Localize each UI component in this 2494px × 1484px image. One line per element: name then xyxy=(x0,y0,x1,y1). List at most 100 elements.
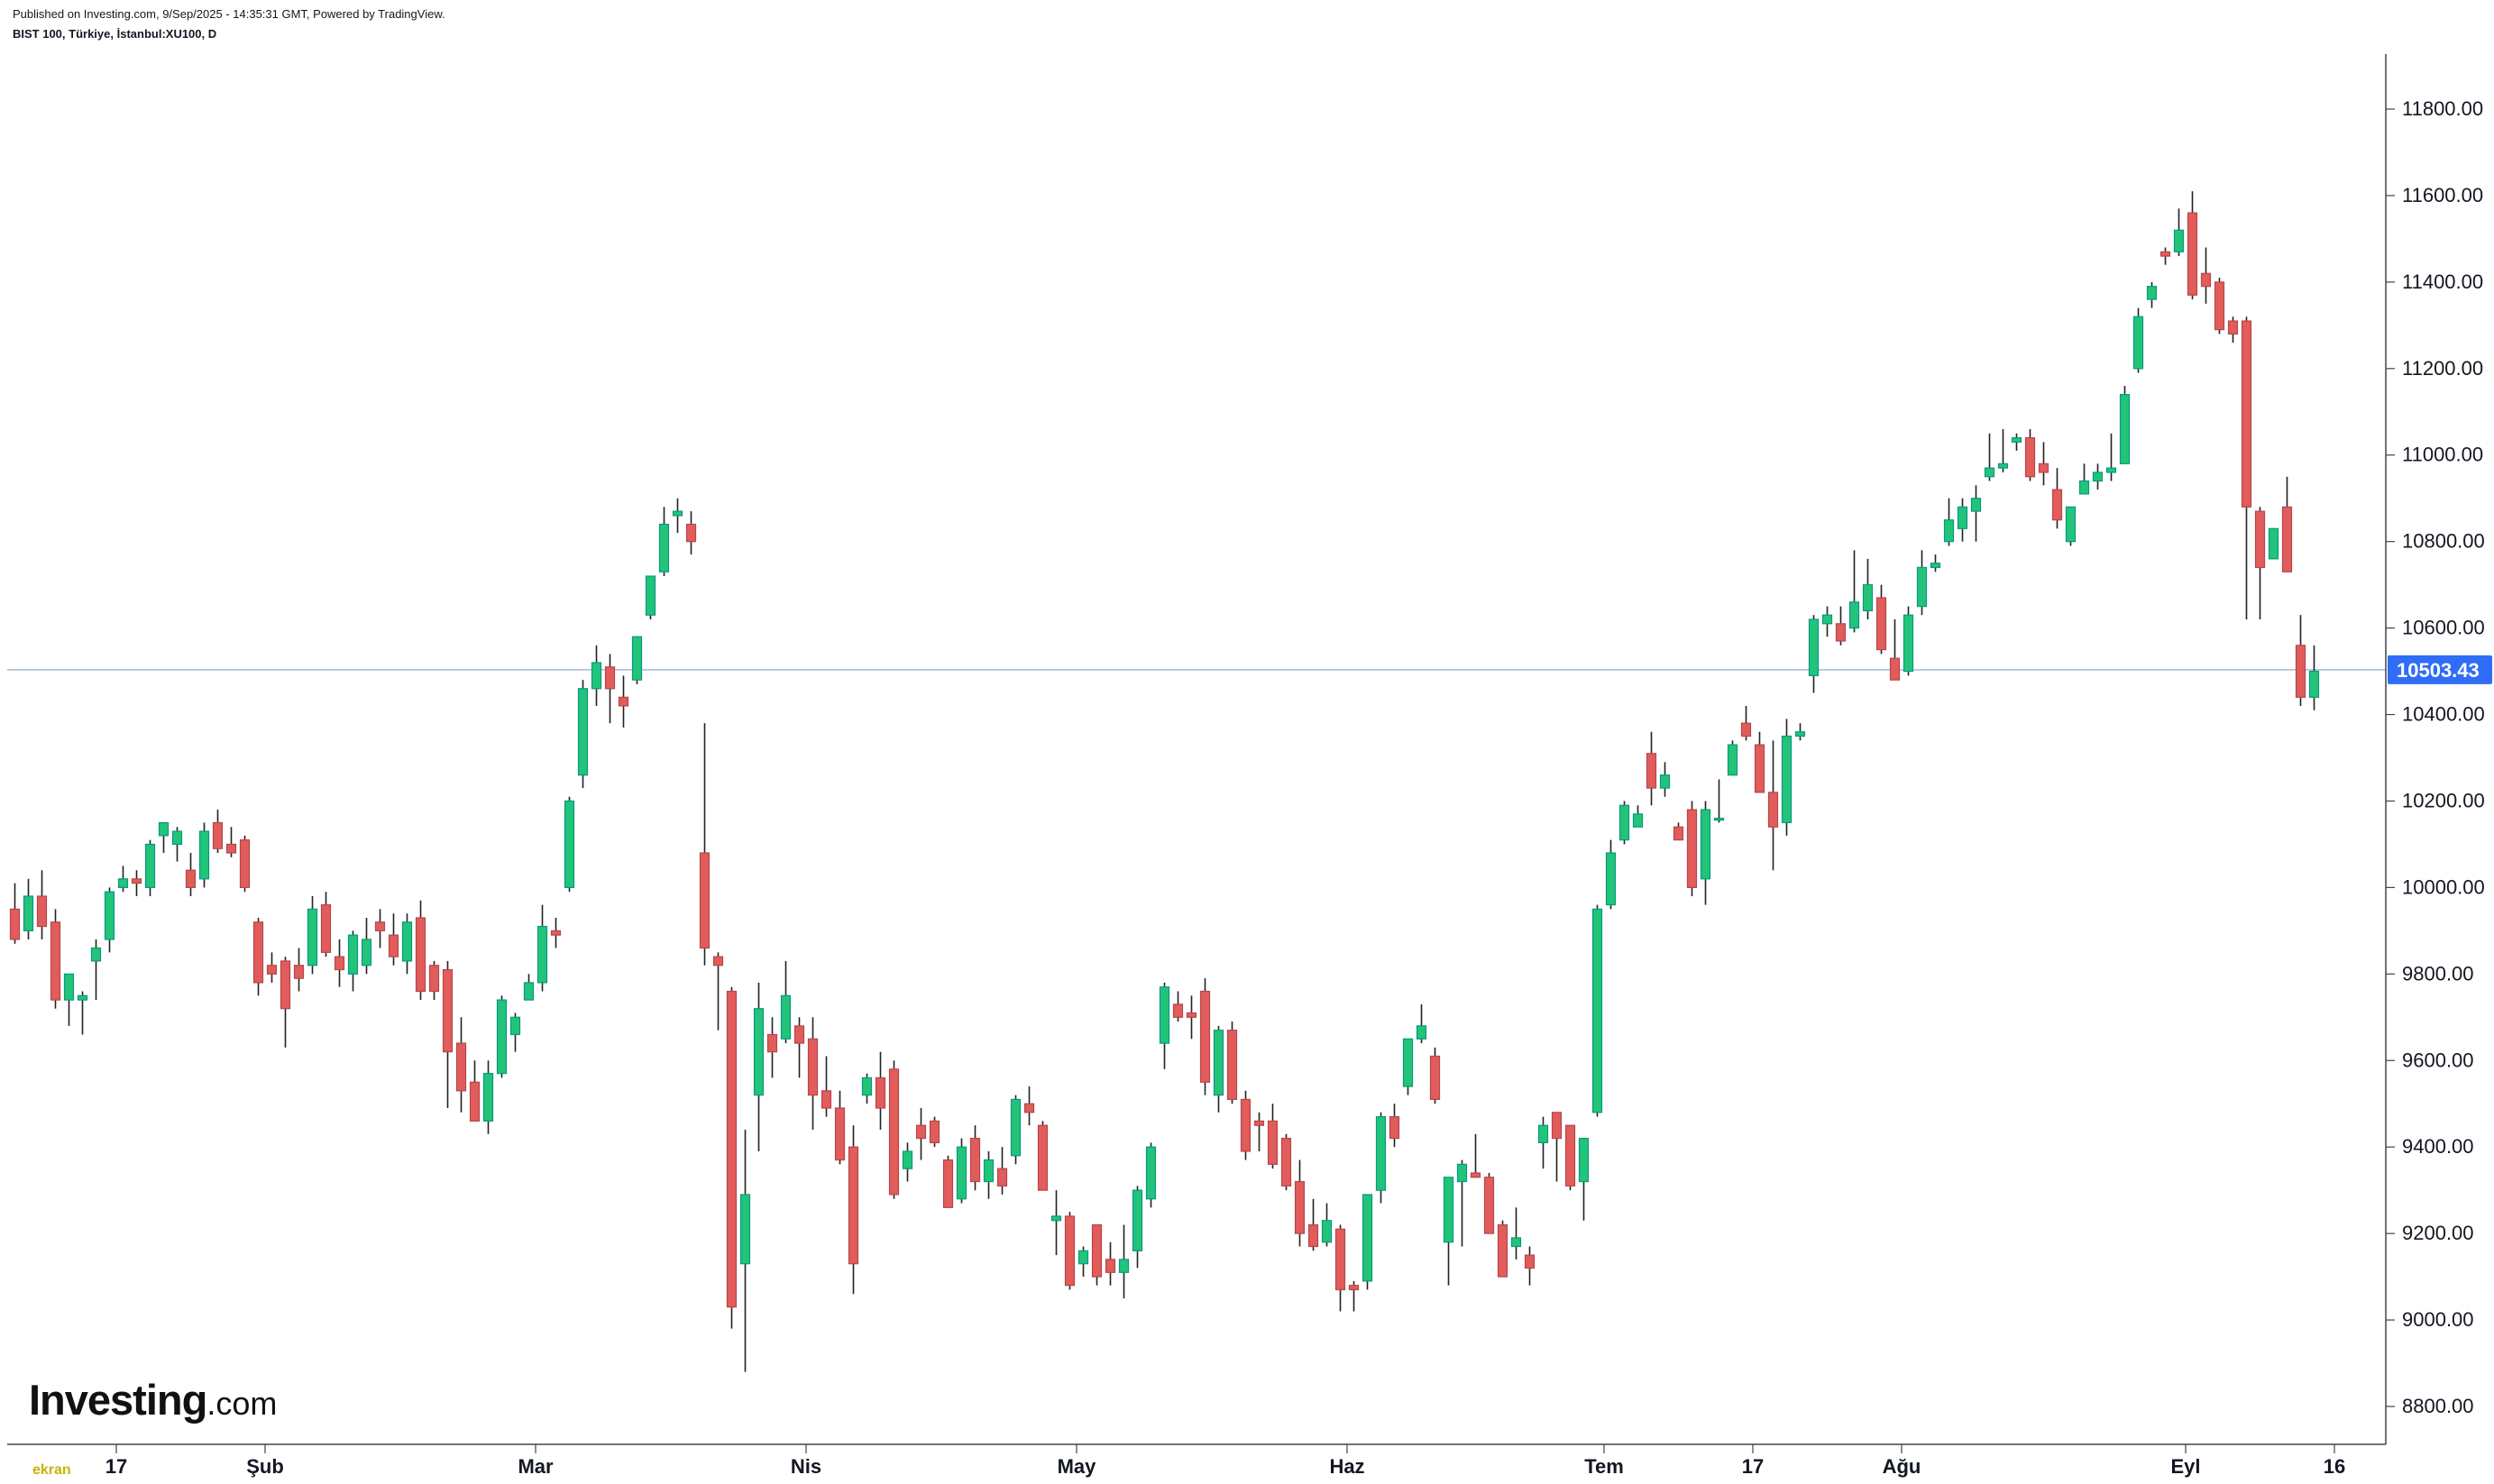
candle-body xyxy=(1483,1177,1495,1234)
candle-body xyxy=(334,956,345,971)
candle-body xyxy=(726,990,738,1308)
candle xyxy=(1794,723,1806,741)
candle-body xyxy=(2092,472,2104,482)
candle-body xyxy=(902,1150,913,1169)
candle-body xyxy=(1713,818,1725,821)
candle xyxy=(469,1060,481,1122)
candle xyxy=(1483,1172,1495,1234)
price-badge: 10503.43 xyxy=(2388,655,2492,684)
price-badge-bg xyxy=(2388,655,2492,684)
candle xyxy=(969,1125,981,1191)
candle xyxy=(1848,550,1860,633)
candle xyxy=(1416,1003,1427,1044)
candle xyxy=(1713,779,1725,823)
candle xyxy=(712,952,724,1031)
candle xyxy=(550,917,562,948)
candle-body xyxy=(1875,597,1887,651)
candle-body xyxy=(1010,1098,1022,1157)
candle xyxy=(1267,1104,1279,1169)
candle xyxy=(645,575,656,620)
candle-body xyxy=(2146,286,2158,300)
candle xyxy=(239,835,251,893)
candle-body xyxy=(2078,480,2090,495)
watermark: ekran xyxy=(32,1462,71,1478)
price-tick-label: 9000.00 xyxy=(2402,1308,2474,1331)
candle xyxy=(848,1125,859,1295)
price-axis[interactable]: 8800.00 9000.00 9200.00 9400.00 9600.00 9800.… xyxy=(2385,54,2485,1444)
time-tick-label: May xyxy=(1058,1455,1097,1478)
candle xyxy=(2214,278,2225,334)
candle xyxy=(496,995,508,1078)
candle-body xyxy=(1930,563,1941,569)
candle xyxy=(1524,1246,1536,1286)
candle xyxy=(1618,801,1630,845)
candle xyxy=(1145,1142,1157,1208)
candle-body xyxy=(2119,393,2131,464)
time-tick-label: Şub xyxy=(246,1455,284,1478)
candles xyxy=(9,191,2320,1372)
candle xyxy=(50,909,61,1009)
candle xyxy=(523,974,535,1001)
candle-body xyxy=(1226,1030,1238,1101)
candle-body xyxy=(1578,1138,1590,1183)
price-tick-label: 9600.00 xyxy=(2402,1049,2474,1071)
candle-body xyxy=(415,917,426,993)
candle xyxy=(266,952,278,983)
candle xyxy=(388,913,399,966)
candle-body xyxy=(1416,1025,1427,1040)
candle xyxy=(2051,468,2063,529)
candle-body xyxy=(1740,722,1752,737)
price-tick-label: 11600.00 xyxy=(2402,184,2483,206)
candle-body xyxy=(685,523,697,543)
candle-body xyxy=(848,1146,859,1265)
candle xyxy=(1199,978,1211,1095)
candle-body xyxy=(1727,744,1738,776)
candle-body xyxy=(956,1146,967,1200)
candle xyxy=(1334,1224,1346,1312)
candle-body xyxy=(631,636,643,681)
candle xyxy=(131,870,142,896)
candle-body xyxy=(766,1033,778,1053)
candle xyxy=(604,654,616,724)
price-tick-label: 8800.00 xyxy=(2402,1395,2474,1417)
candle-body xyxy=(482,1073,494,1122)
symbol-title: BIST 100, Türkiye, İstanbul:XU100, D xyxy=(13,27,217,41)
price-badge-label: 10503.43 xyxy=(2397,659,2480,682)
candle xyxy=(2308,645,2320,710)
candle xyxy=(1646,731,1657,806)
candle xyxy=(2105,433,2117,481)
time-tick-label: 17 xyxy=(105,1455,127,1478)
candle-body xyxy=(1862,584,1874,612)
candle xyxy=(888,1060,900,1199)
candle xyxy=(1429,1047,1441,1104)
candle-body xyxy=(1686,809,1698,888)
candle xyxy=(1159,982,1170,1069)
candle xyxy=(658,507,670,577)
candle-body xyxy=(2227,320,2239,335)
candle-body xyxy=(753,1008,765,1096)
candle xyxy=(1307,1198,1319,1251)
candle-body xyxy=(1997,463,2009,469)
candle xyxy=(1564,1124,1576,1191)
candle xyxy=(1091,1223,1103,1286)
candle xyxy=(956,1138,967,1204)
candle xyxy=(1781,719,1793,836)
candle-body xyxy=(2254,510,2266,569)
candle-body xyxy=(645,575,656,616)
candle-body xyxy=(1186,1012,1197,1018)
candle xyxy=(1740,705,1752,741)
candle-body xyxy=(1781,735,1793,824)
candle-body xyxy=(320,903,332,953)
investing-logo: Investing.com xyxy=(29,1375,277,1424)
time-axis[interactable]: 17 Şub Mar Nis May Haz Tem 17 Ağu Eyl 16 xyxy=(7,1443,2386,1478)
candle xyxy=(1673,822,1684,841)
candle xyxy=(2011,433,2022,451)
candle-body xyxy=(1402,1038,1414,1087)
candle-body xyxy=(77,994,88,1001)
candle xyxy=(1172,991,1184,1022)
candle-body xyxy=(469,1081,481,1122)
candle xyxy=(1321,1203,1333,1247)
candle xyxy=(415,900,426,1001)
candle xyxy=(1970,485,1982,542)
